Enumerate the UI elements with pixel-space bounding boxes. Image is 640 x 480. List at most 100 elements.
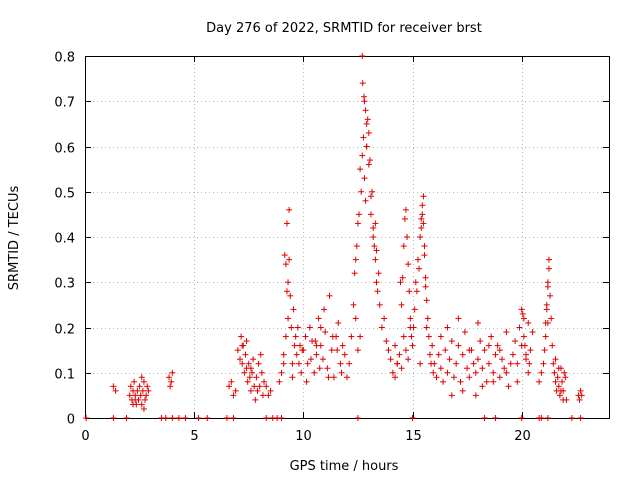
data-point — [420, 193, 427, 200]
data-point — [490, 378, 497, 385]
data-point — [408, 333, 415, 340]
data-point — [392, 374, 399, 381]
data-point — [503, 329, 510, 336]
data-point — [479, 365, 486, 372]
y-tick-label: 0.6 — [54, 142, 75, 157]
data-point — [166, 374, 173, 381]
x-axis-label: GPS time / hours — [290, 459, 399, 474]
data-point — [291, 342, 298, 349]
data-point — [311, 369, 318, 376]
data-point — [316, 365, 323, 372]
data-point — [281, 252, 288, 259]
data-point — [475, 356, 481, 363]
data-point — [361, 175, 368, 182]
data-point — [251, 383, 258, 390]
data-point — [397, 279, 404, 286]
data-point — [249, 369, 256, 376]
data-point — [557, 387, 564, 394]
y-tick-label: 0 — [67, 413, 75, 428]
data-point — [459, 387, 466, 394]
data-point — [483, 378, 490, 385]
data-point — [242, 351, 249, 358]
data-point — [507, 360, 514, 367]
data-point — [437, 333, 444, 340]
data-point — [302, 333, 309, 340]
data-point — [470, 360, 477, 367]
data-point — [431, 360, 438, 367]
data-point — [265, 392, 272, 399]
data-point — [552, 378, 559, 385]
data-point — [244, 378, 251, 385]
data-point — [518, 415, 525, 421]
data-point — [475, 319, 481, 326]
data-point — [401, 215, 408, 222]
data-point — [261, 378, 268, 385]
data-point — [490, 369, 497, 376]
data-point — [230, 392, 237, 399]
data-point — [280, 351, 287, 358]
data-point — [307, 356, 314, 363]
data-point — [414, 256, 421, 263]
data-point — [293, 351, 300, 358]
data-point — [139, 387, 146, 394]
data-point — [237, 356, 244, 363]
data-point — [234, 347, 241, 354]
data-point — [127, 383, 134, 390]
data-point — [123, 415, 130, 421]
data-point — [378, 324, 385, 331]
data-point — [226, 383, 233, 390]
data-point — [423, 324, 430, 331]
data-point — [461, 329, 468, 336]
y-tick-label: 0.7 — [54, 96, 75, 111]
data-point — [381, 315, 388, 322]
data-point — [330, 374, 337, 381]
data-point — [223, 415, 230, 421]
data-point — [421, 243, 428, 250]
data-point — [437, 365, 444, 372]
data-point — [328, 347, 335, 354]
data-point — [373, 279, 380, 286]
data-point — [411, 306, 418, 313]
data-point — [126, 392, 133, 399]
data-point — [372, 256, 379, 263]
data-point — [278, 415, 285, 421]
data-point — [418, 215, 425, 222]
data-point — [285, 315, 292, 322]
data-point — [312, 338, 319, 345]
data-point — [247, 365, 254, 372]
data-point — [402, 347, 409, 354]
data-point — [409, 415, 416, 421]
data-point — [405, 261, 412, 268]
data-point — [110, 415, 117, 421]
data-point — [404, 234, 411, 240]
data-point — [298, 369, 305, 376]
data-point — [520, 315, 527, 322]
data-point — [416, 265, 423, 272]
data-point — [136, 383, 143, 390]
data-point — [282, 261, 289, 268]
data-point — [525, 369, 532, 376]
data-point — [544, 415, 551, 421]
data-point — [501, 365, 508, 372]
data-point — [358, 188, 365, 195]
data-point — [366, 157, 373, 164]
axis-ticks: 0 0.1 0.2 0.3 0.4 0.5 0.6 0.7 0.8 0 5 10 15 20 — [54, 51, 609, 444]
data-point — [363, 143, 370, 150]
data-point — [256, 383, 263, 390]
x-tick-label: 10 — [295, 429, 312, 444]
data-point — [372, 220, 379, 227]
data-point — [541, 347, 548, 354]
data-point — [335, 319, 342, 326]
data-point — [325, 374, 332, 381]
data-point — [356, 211, 363, 218]
data-point — [481, 415, 488, 421]
data-point — [499, 356, 506, 363]
data-point — [514, 360, 521, 367]
data-point — [374, 288, 381, 295]
data-point — [400, 333, 407, 340]
data-point — [357, 166, 364, 173]
data-point — [259, 392, 266, 399]
data-point — [195, 415, 202, 421]
